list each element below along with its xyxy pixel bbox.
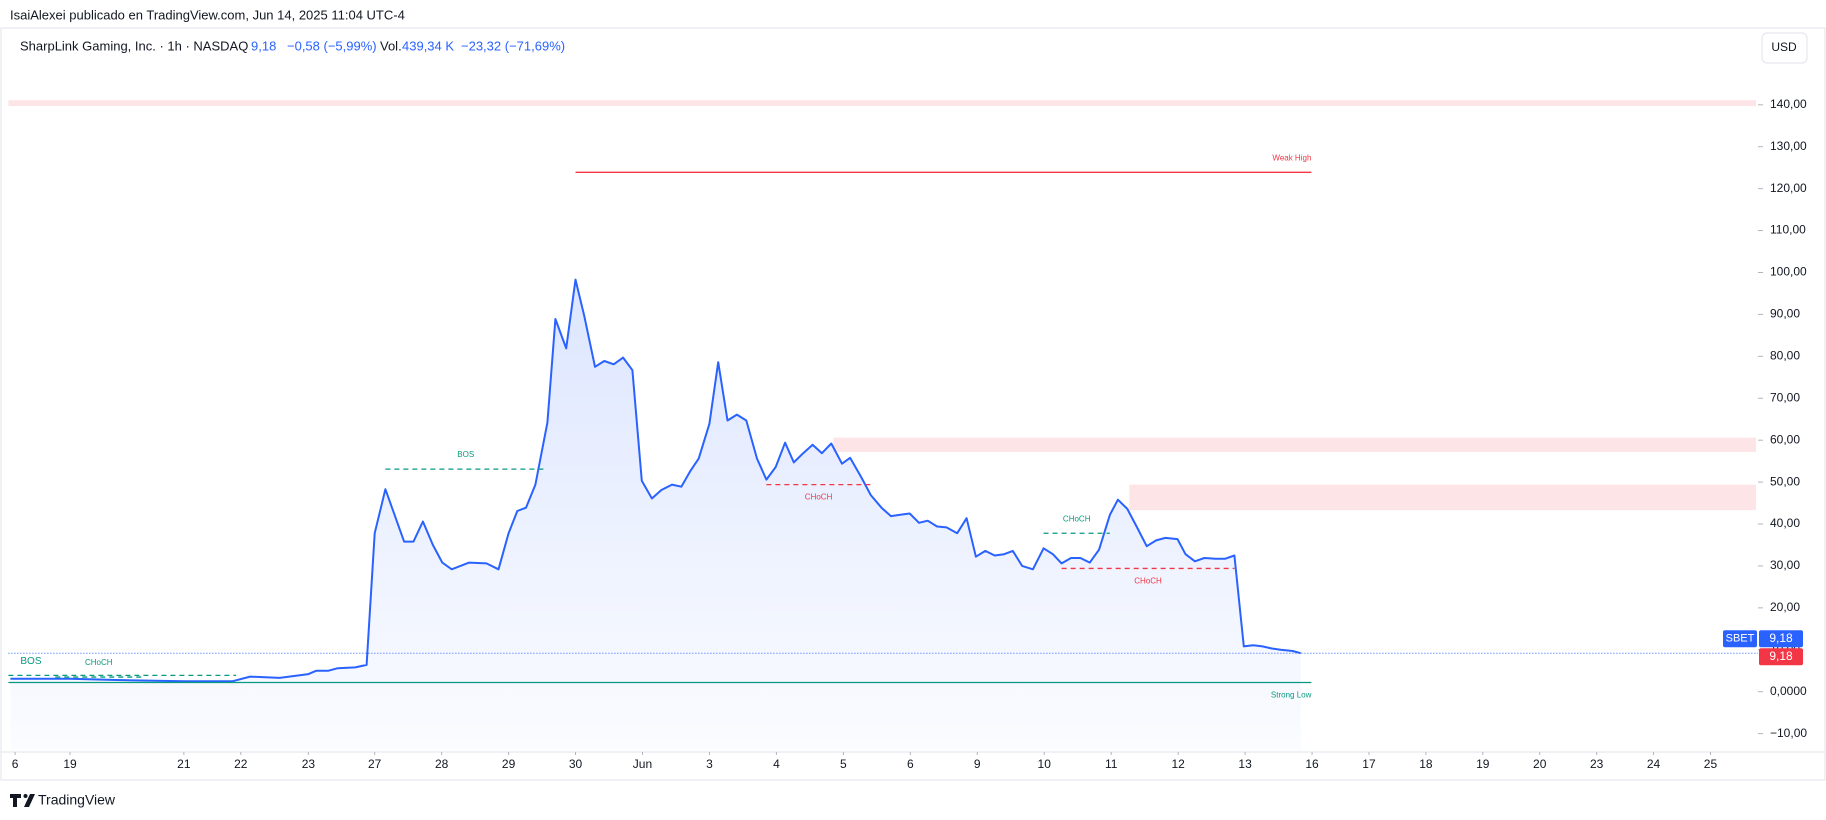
price-tag <box>1759 630 1803 648</box>
x-tick-label: 5 <box>840 757 847 771</box>
x-tick-label: 29 <box>502 757 516 771</box>
volume-change: −23,32 (−71,69%) <box>461 38 565 53</box>
logo: TradingView <box>10 792 116 808</box>
logo-mark <box>10 794 35 807</box>
change: −0,58 (−5,99%) <box>287 38 377 53</box>
x-tick-label: 25 <box>1704 757 1718 771</box>
currency-button[interactable] <box>1761 32 1808 64</box>
x-tick-label: 23 <box>302 757 316 771</box>
y-tick-label: 40,00 <box>1770 516 1800 530</box>
x-tick-label: 13 <box>1238 757 1252 771</box>
y-tick-label: 80,00 <box>1770 349 1800 363</box>
x-tick-label: 27 <box>368 757 382 771</box>
volume-label: Vol. <box>380 38 402 53</box>
brand: TradingView <box>38 792 116 808</box>
symbol-tag-label: SBET <box>1726 633 1755 645</box>
y-tick-label: 130,00 <box>1770 139 1807 153</box>
y-tick-label: 30,00 <box>1770 558 1800 572</box>
x-tick-label: 10 <box>1038 757 1052 771</box>
volume: 439,34 K <box>402 38 454 53</box>
x-tick-label: 12 <box>1171 757 1185 771</box>
x-tick-label: 19 <box>63 757 77 771</box>
y-tick-label: 70,00 <box>1770 390 1800 404</box>
x-tick-label: 28 <box>435 757 449 771</box>
close-tag-label: 9,18 <box>1769 649 1793 663</box>
x-tick-label: 16 <box>1305 757 1319 771</box>
y-tick-label: 90,00 <box>1770 307 1800 321</box>
level-label: BOS <box>20 656 41 667</box>
x-tick-label: 11 <box>1105 757 1118 771</box>
level-label: CHoCH <box>805 493 833 502</box>
zone <box>8 100 1756 107</box>
x-tick-label: Jun <box>633 757 652 771</box>
x-tick-label: 18 <box>1419 757 1433 771</box>
y-tick-label: 0,0000 <box>1770 684 1807 698</box>
x-tick-label: 17 <box>1362 757 1376 771</box>
x-tick-label: 6 <box>12 757 19 771</box>
logo-dot <box>23 794 28 798</box>
symbol-tag <box>1723 630 1757 648</box>
x-tick-label: 23 <box>1590 757 1604 771</box>
zone <box>1129 484 1756 511</box>
x-tick-label: 3 <box>706 757 713 771</box>
level-label: CHoCH <box>1134 577 1162 586</box>
level-label: CHoCH <box>85 658 113 667</box>
y-tick-label: 100,00 <box>1770 265 1807 279</box>
price: 9,18 <box>251 38 276 53</box>
level-label: Strong Low <box>1271 691 1312 700</box>
x-tick-label: 22 <box>234 757 248 771</box>
close-tag <box>1759 648 1803 666</box>
price-tag-label: 9,18 <box>1769 631 1793 645</box>
x-tick-label: 4 <box>773 757 780 771</box>
level-label: CHoCH <box>1063 514 1091 523</box>
currency[interactable]: USD <box>1771 40 1797 54</box>
chart-frame <box>0 27 1826 781</box>
y-tick-label: 120,00 <box>1770 181 1807 195</box>
x-tick-label: 24 <box>1647 757 1661 771</box>
price-line <box>10 278 1301 683</box>
level-label: BOS <box>457 450 474 459</box>
x-tick-label: 19 <box>1476 757 1490 771</box>
symbol: SharpLink Gaming, Inc. · 1h · NASDAQ <box>20 38 248 53</box>
x-tick-label: 9 <box>974 757 981 771</box>
y-tick-label: 50,00 <box>1770 474 1800 488</box>
y-tick-label: 60,00 <box>1770 432 1800 446</box>
publisher: IsaiAlexei publicado en TradingView.com,… <box>10 7 405 22</box>
y-tick-label: 140,00 <box>1770 97 1807 111</box>
zone <box>833 437 1756 452</box>
x-tick-label: 30 <box>569 757 583 771</box>
x-tick-label: 21 <box>177 757 191 771</box>
y-tick-label: −10,00 <box>1770 726 1807 740</box>
area <box>10 279 1301 751</box>
y-tick-label: 20,00 <box>1770 600 1800 614</box>
level-label: Weak High <box>1272 153 1311 162</box>
x-tick-label: 20 <box>1533 757 1547 771</box>
y-tick-label: 110,00 <box>1770 223 1806 237</box>
x-tick-label: 6 <box>907 757 914 771</box>
